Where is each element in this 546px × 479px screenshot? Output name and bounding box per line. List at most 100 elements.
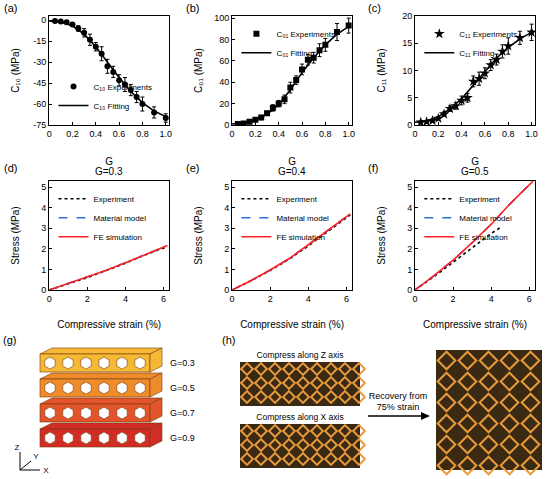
svg-text:G: G xyxy=(288,156,296,167)
svg-text:Compress along Z axis: Compress along Z axis xyxy=(257,350,344,360)
svg-text:C₁₁ (MPa): C₁₁ (MPa) xyxy=(376,49,387,93)
svg-text:5: 5 xyxy=(407,182,412,192)
svg-text:20: 20 xyxy=(402,11,412,21)
svg-text:0.2: 0.2 xyxy=(249,129,262,139)
svg-text:Material model: Material model xyxy=(459,214,512,223)
svg-text:4: 4 xyxy=(489,294,494,304)
svg-text:FE simulation: FE simulation xyxy=(276,233,324,242)
svg-text:2: 2 xyxy=(224,244,229,254)
svg-text:-75: -75 xyxy=(33,120,46,130)
svg-text:40: 40 xyxy=(219,77,229,87)
svg-text:0: 0 xyxy=(41,285,46,295)
svg-text:0: 0 xyxy=(407,120,412,130)
svg-text:0.4: 0.4 xyxy=(455,129,468,139)
svg-text:Stress (MPa): Stress (MPa) xyxy=(376,206,387,264)
svg-text:3: 3 xyxy=(224,223,229,233)
svg-text:2: 2 xyxy=(41,244,46,254)
svg-text:G=0.4: G=0.4 xyxy=(278,166,306,177)
svg-text:0: 0 xyxy=(47,129,52,139)
svg-text:6: 6 xyxy=(161,294,166,304)
svg-text:C₁₀ (MPa): C₁₀ (MPa) xyxy=(10,48,21,93)
svg-text:FE simulation: FE simulation xyxy=(459,233,507,242)
svg-text:100: 100 xyxy=(214,13,229,23)
svg-text:(b): (b) xyxy=(186,2,199,14)
svg-text:G=0.5: G=0.5 xyxy=(170,383,195,393)
svg-text:Y: Y xyxy=(33,452,39,461)
svg-text:C₁₀ Experiments: C₁₀ Experiments xyxy=(94,83,152,92)
svg-text:(f): (f) xyxy=(368,162,378,174)
svg-text:C₀₁ (MPa): C₀₁ (MPa) xyxy=(193,48,204,93)
svg-text:2: 2 xyxy=(268,294,273,304)
svg-text:0.6: 0.6 xyxy=(479,129,492,139)
svg-text:2: 2 xyxy=(451,294,456,304)
svg-text:2: 2 xyxy=(85,294,90,304)
svg-text:0.8: 0.8 xyxy=(502,129,515,139)
svg-text:C₁₀ Fitting: C₁₀ Fitting xyxy=(94,102,130,111)
svg-text:4: 4 xyxy=(306,294,311,304)
svg-text:-30: -30 xyxy=(33,57,46,67)
svg-text:Compressive strain (%): Compressive strain (%) xyxy=(240,319,344,330)
svg-text:G=0.5: G=0.5 xyxy=(461,166,489,177)
svg-text:4: 4 xyxy=(123,294,128,304)
svg-text:0.6: 0.6 xyxy=(113,129,126,139)
svg-text:10: 10 xyxy=(402,66,412,76)
svg-text:Material model: Material model xyxy=(276,214,329,223)
svg-text:C₁₁ Fitting: C₁₁ Fitting xyxy=(459,49,494,58)
svg-text:C₀₁ Fitting: C₀₁ Fitting xyxy=(276,49,312,58)
svg-text:0.2: 0.2 xyxy=(66,129,79,139)
svg-text:0: 0 xyxy=(230,129,235,139)
svg-text:G=0.7: G=0.7 xyxy=(170,408,195,418)
svg-text:G=0.3: G=0.3 xyxy=(170,358,195,368)
svg-text:0.4: 0.4 xyxy=(272,129,285,139)
svg-text:75% strain: 75% strain xyxy=(377,402,420,412)
svg-text:4: 4 xyxy=(407,203,412,213)
svg-text:15: 15 xyxy=(402,38,412,48)
svg-text:0: 0 xyxy=(412,129,417,139)
svg-text:G: G xyxy=(105,156,113,167)
svg-text:0: 0 xyxy=(41,15,46,25)
svg-text:5: 5 xyxy=(41,182,46,192)
svg-text:4: 4 xyxy=(224,203,229,213)
svg-text:Experiment: Experiment xyxy=(276,195,317,204)
svg-text:0: 0 xyxy=(47,294,52,304)
svg-text:5: 5 xyxy=(407,93,412,103)
svg-text:80: 80 xyxy=(219,35,229,45)
svg-text:6: 6 xyxy=(344,294,349,304)
svg-text:X: X xyxy=(43,466,49,475)
svg-text:Experiment: Experiment xyxy=(459,195,500,204)
svg-text:20: 20 xyxy=(219,99,229,109)
svg-text:0: 0 xyxy=(230,294,235,304)
svg-text:-45: -45 xyxy=(33,78,46,88)
svg-text:Z: Z xyxy=(15,443,20,452)
svg-text:(e): (e) xyxy=(186,162,199,174)
svg-text:2: 2 xyxy=(407,244,412,254)
svg-text:0.8: 0.8 xyxy=(136,129,149,139)
svg-text:0.4: 0.4 xyxy=(90,129,103,139)
svg-text:(h): (h) xyxy=(222,334,235,346)
svg-text:(a): (a) xyxy=(4,2,17,14)
svg-text:Recovery from: Recovery from xyxy=(369,391,428,401)
svg-text:(d): (d) xyxy=(4,162,17,174)
svg-text:0: 0 xyxy=(407,285,412,295)
svg-text:Compressive strain (%): Compressive strain (%) xyxy=(57,319,161,330)
svg-text:-15: -15 xyxy=(33,36,46,46)
svg-text:0: 0 xyxy=(224,285,229,295)
svg-text:3: 3 xyxy=(41,223,46,233)
svg-text:3: 3 xyxy=(407,223,412,233)
svg-text:1.0: 1.0 xyxy=(525,129,538,139)
svg-text:FE simulation: FE simulation xyxy=(94,233,142,242)
svg-text:G=0.3: G=0.3 xyxy=(95,166,123,177)
svg-text:5: 5 xyxy=(224,182,229,192)
svg-text:Stress (MPa): Stress (MPa) xyxy=(10,206,21,264)
svg-text:0.2: 0.2 xyxy=(432,129,445,139)
svg-text:-60: -60 xyxy=(33,99,46,109)
svg-text:C₀₁ Experiments: C₀₁ Experiments xyxy=(276,30,334,39)
svg-text:Compressive strain (%): Compressive strain (%) xyxy=(423,319,527,330)
svg-text:0: 0 xyxy=(412,294,417,304)
svg-text:G: G xyxy=(471,156,479,167)
svg-text:Material model: Material model xyxy=(94,214,147,223)
svg-text:C₁₁ Experiments: C₁₁ Experiments xyxy=(459,30,517,39)
svg-text:G=0.9: G=0.9 xyxy=(170,433,195,443)
svg-text:(g): (g) xyxy=(3,334,16,346)
svg-text:0: 0 xyxy=(224,120,229,130)
